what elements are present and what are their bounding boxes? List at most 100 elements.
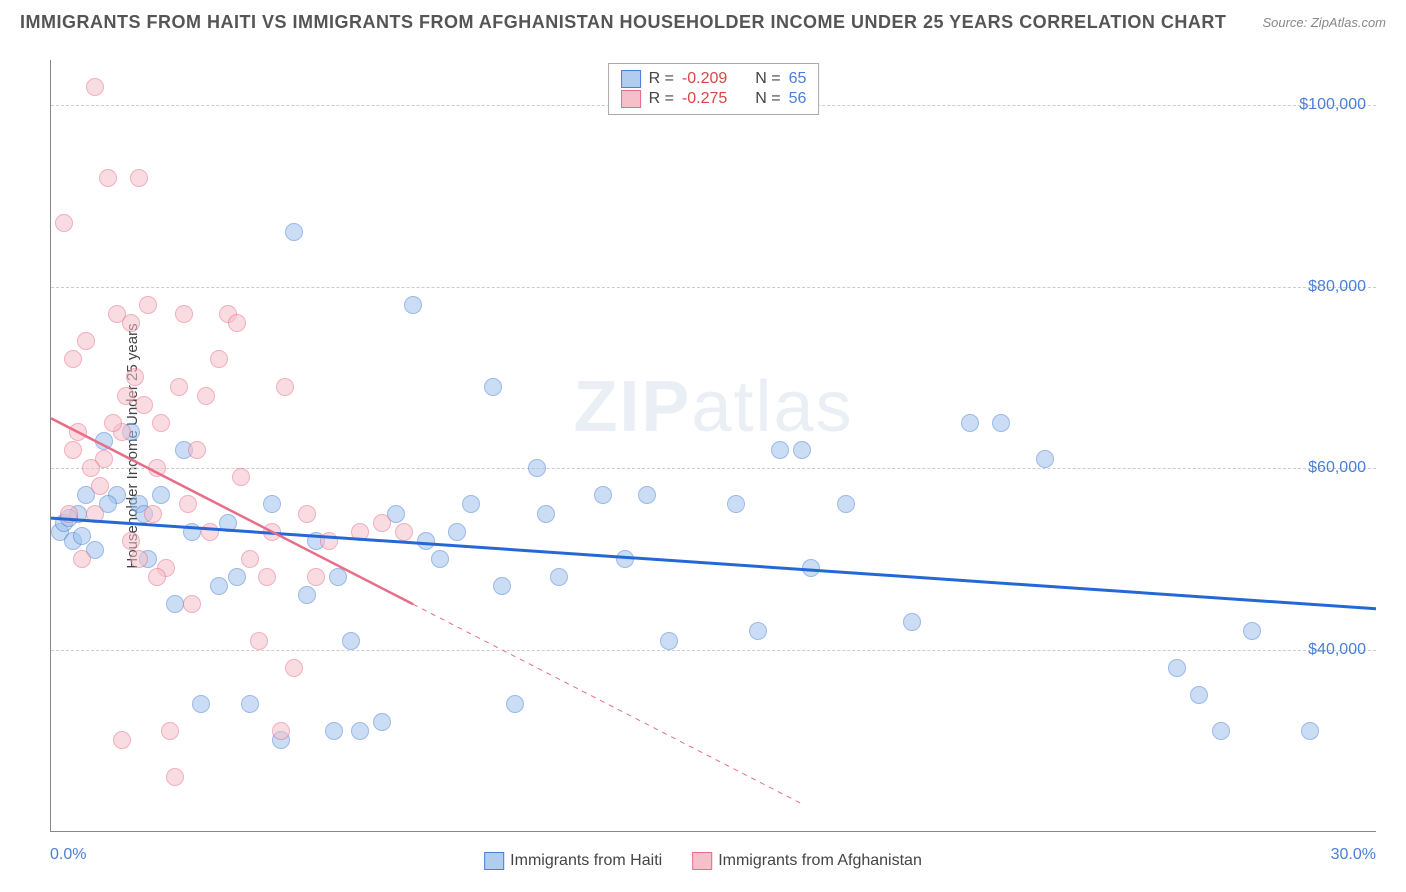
data-point-haiti [166, 595, 184, 613]
source-attribution: Source: ZipAtlas.com [1262, 15, 1386, 30]
data-point-haiti [95, 432, 113, 450]
data-point-haiti [528, 459, 546, 477]
swatch-pink-icon [692, 852, 712, 870]
data-point-haiti [1301, 722, 1319, 740]
data-point-afghanistan [320, 532, 338, 550]
legend-item-haiti: Immigrants from Haiti [484, 852, 662, 870]
data-point-haiti [325, 722, 343, 740]
data-point-afghanistan [122, 532, 140, 550]
data-point-afghanistan [201, 523, 219, 541]
data-point-afghanistan [197, 387, 215, 405]
data-point-haiti [1190, 686, 1208, 704]
x-axis-min-label: 0.0% [50, 846, 86, 864]
data-point-haiti [727, 495, 745, 513]
data-point-haiti [1168, 659, 1186, 677]
x-axis-max-label: 30.0% [1331, 846, 1376, 864]
data-point-haiti [594, 486, 612, 504]
data-point-afghanistan [73, 550, 91, 568]
y-tick-label: $100,000 [1299, 96, 1366, 114]
data-point-afghanistan [188, 441, 206, 459]
data-point-afghanistan [130, 550, 148, 568]
data-point-afghanistan [241, 550, 259, 568]
data-point-haiti [1212, 722, 1230, 740]
stats-row-haiti: R = -0.209 N = 65 [621, 70, 807, 88]
data-point-afghanistan [183, 595, 201, 613]
data-point-afghanistan [64, 350, 82, 368]
data-point-haiti [616, 550, 634, 568]
data-point-afghanistan [91, 477, 109, 495]
data-point-haiti [298, 586, 316, 604]
swatch-blue-icon [484, 852, 504, 870]
chart-plot-area: ZIPatlas R = -0.209 N = 65 R = -0.275 N … [50, 60, 1376, 832]
data-point-haiti [1243, 622, 1261, 640]
stats-row-afghanistan: R = -0.275 N = 56 [621, 90, 807, 108]
data-point-afghanistan [170, 378, 188, 396]
data-point-haiti [837, 495, 855, 513]
data-point-afghanistan [99, 169, 117, 187]
data-point-afghanistan [152, 414, 170, 432]
y-tick-label: $40,000 [1308, 641, 1366, 659]
data-point-afghanistan [298, 505, 316, 523]
legend-item-afghanistan: Immigrants from Afghanistan [692, 852, 922, 870]
data-point-afghanistan [113, 731, 131, 749]
gridline [51, 650, 1376, 651]
data-point-haiti [903, 613, 921, 631]
data-point-haiti [210, 577, 228, 595]
data-point-haiti [484, 378, 502, 396]
y-tick-label: $60,000 [1308, 459, 1366, 477]
data-point-haiti [660, 632, 678, 650]
data-point-afghanistan [228, 314, 246, 332]
data-point-afghanistan [86, 78, 104, 96]
data-point-haiti [493, 577, 511, 595]
data-point-afghanistan [351, 523, 369, 541]
data-point-haiti [638, 486, 656, 504]
data-point-afghanistan [135, 396, 153, 414]
data-point-afghanistan [175, 305, 193, 323]
swatch-pink-icon [621, 90, 641, 108]
data-point-afghanistan [179, 495, 197, 513]
data-point-haiti [506, 695, 524, 713]
data-point-afghanistan [148, 568, 166, 586]
data-point-afghanistan [117, 387, 135, 405]
data-point-afghanistan [148, 459, 166, 477]
data-point-haiti [183, 523, 201, 541]
data-point-afghanistan [285, 659, 303, 677]
data-point-haiti [1036, 450, 1054, 468]
gridline [51, 287, 1376, 288]
data-point-afghanistan [307, 568, 325, 586]
data-point-haiti [373, 713, 391, 731]
data-point-haiti [961, 414, 979, 432]
data-point-afghanistan [69, 423, 87, 441]
data-point-afghanistan [60, 505, 78, 523]
data-point-afghanistan [395, 523, 413, 541]
data-point-haiti [537, 505, 555, 523]
data-point-afghanistan [232, 468, 250, 486]
data-point-afghanistan [373, 514, 391, 532]
data-point-afghanistan [258, 568, 276, 586]
data-point-afghanistan [139, 296, 157, 314]
watermark: ZIPatlas [573, 366, 853, 448]
data-point-haiti [550, 568, 568, 586]
data-point-afghanistan [104, 414, 122, 432]
data-point-afghanistan [272, 722, 290, 740]
gridline [51, 468, 1376, 469]
data-point-afghanistan [130, 169, 148, 187]
data-point-afghanistan [263, 523, 281, 541]
data-point-afghanistan [77, 332, 95, 350]
data-point-haiti [241, 695, 259, 713]
data-point-haiti [404, 296, 422, 314]
data-point-haiti [342, 632, 360, 650]
y-tick-label: $80,000 [1308, 278, 1366, 296]
data-point-afghanistan [166, 768, 184, 786]
data-point-afghanistan [144, 505, 162, 523]
data-point-haiti [351, 722, 369, 740]
data-point-afghanistan [161, 722, 179, 740]
data-point-haiti [462, 495, 480, 513]
data-point-afghanistan [64, 441, 82, 459]
data-point-haiti [329, 568, 347, 586]
data-point-afghanistan [210, 350, 228, 368]
data-point-haiti [431, 550, 449, 568]
data-point-haiti [802, 559, 820, 577]
data-point-haiti [192, 695, 210, 713]
data-point-afghanistan [250, 632, 268, 650]
